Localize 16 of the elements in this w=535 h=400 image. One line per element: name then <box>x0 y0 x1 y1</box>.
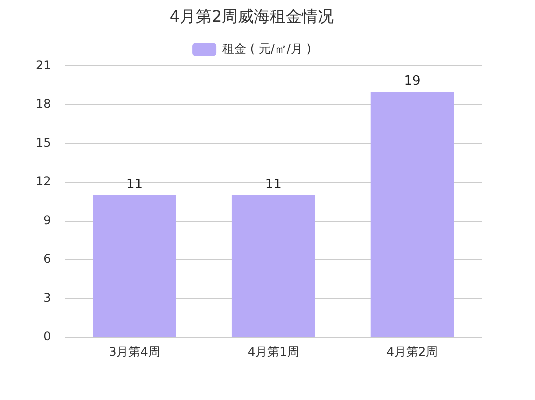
chart-title: 4月第2周威海租金情况 <box>170 6 334 26</box>
y-tick-label: 12 <box>36 174 52 189</box>
y-tick-label: 21 <box>36 58 52 72</box>
legend-label: 租金 ( 元/㎡/月 ) <box>222 42 312 56</box>
x-tick-label: 3月第4周 <box>109 344 160 359</box>
y-tick-label: 0 <box>44 330 52 344</box>
x-tick-label: 4月第1周 <box>248 344 300 359</box>
y-tick-label: 6 <box>44 252 52 266</box>
y-tick-label: 3 <box>44 290 52 305</box>
data-label: 11 <box>126 177 143 192</box>
data-label: 19 <box>404 74 421 89</box>
y-tick-label: 18 <box>36 97 52 112</box>
y-tick-label: 15 <box>36 136 52 150</box>
data-label: 11 <box>265 177 282 192</box>
x-tick-label: 4月第2周 <box>386 344 438 359</box>
y-tick-label: 9 <box>44 213 52 228</box>
